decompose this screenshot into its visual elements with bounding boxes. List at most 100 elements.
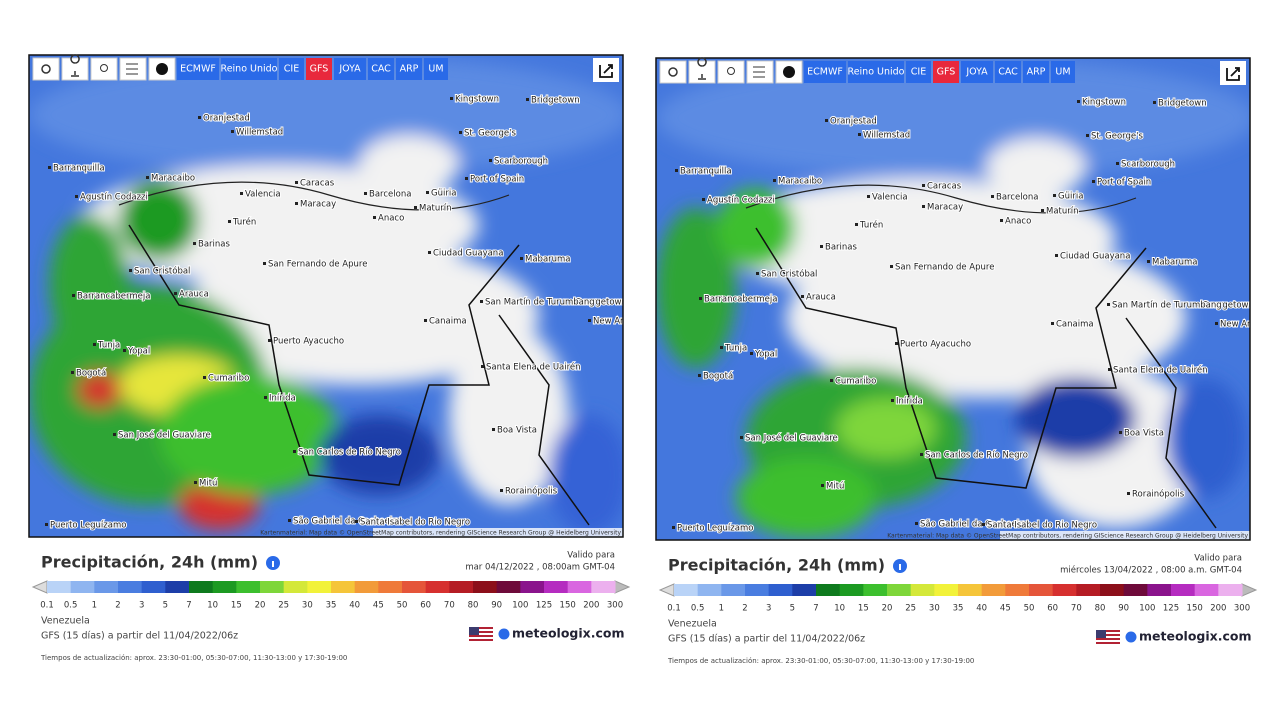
- model-button-label: ECMWF: [180, 64, 216, 75]
- model-button[interactable]: [995, 61, 1021, 83]
- city-dot: [821, 484, 824, 487]
- city-dot: [922, 205, 925, 208]
- model-button[interactable]: [1051, 61, 1075, 83]
- legend-label: 45: [1000, 604, 1011, 614]
- model-button[interactable]: [424, 58, 448, 80]
- tool-icon[interactable]: [659, 60, 687, 84]
- city-label: Turén: [232, 217, 256, 228]
- model-button[interactable]: [368, 58, 394, 80]
- map-frame: [28, 54, 624, 538]
- city-dot: [123, 349, 126, 352]
- city-dot: [146, 176, 149, 179]
- legend-swatch: [1171, 584, 1196, 596]
- legend-swatch: [189, 581, 214, 593]
- tool-icon[interactable]: [61, 57, 89, 81]
- legend-label: 35: [953, 604, 964, 614]
- model-button[interactable]: [961, 61, 993, 83]
- legend-label: 7: [813, 604, 818, 614]
- city-label: Barranquilla: [680, 167, 732, 177]
- precip-blob: [29, 55, 623, 175]
- model-button-label: UM: [1055, 67, 1070, 78]
- city-dot: [293, 450, 296, 453]
- city-dot: [1127, 492, 1130, 495]
- model-button-label: GFS: [937, 67, 956, 78]
- precip-field: [656, 58, 1250, 538]
- city-label: Mitú: [826, 482, 844, 492]
- tool-icon[interactable]: [32, 57, 60, 81]
- model-button[interactable]: [177, 58, 219, 80]
- tool-icon[interactable]: [717, 60, 745, 84]
- city-dot: [1215, 322, 1218, 325]
- legend-label: 70: [444, 601, 455, 611]
- legend-label: 30: [302, 601, 313, 611]
- city-dot: [756, 272, 759, 275]
- city-dot: [750, 352, 753, 355]
- legend-swatch: [591, 581, 616, 593]
- city-label: Cumaribo: [835, 377, 876, 387]
- share-icon: [599, 64, 613, 78]
- attribution-bg: [1000, 531, 1250, 540]
- legend-swatch: [1100, 584, 1125, 596]
- tool-icon[interactable]: [90, 57, 118, 81]
- model-button[interactable]: [334, 58, 366, 80]
- legend-swatch: [331, 581, 356, 593]
- city-label: San Fernando de Apure: [268, 260, 367, 270]
- city-dot: [1107, 303, 1110, 306]
- precip-blob: [549, 415, 623, 535]
- legend-label: 50: [397, 601, 408, 611]
- legend-label: 300: [1234, 604, 1250, 614]
- city-label: Bogotá: [703, 372, 733, 382]
- city-label: Inírida: [896, 397, 923, 407]
- city-label: Maturín: [1046, 207, 1079, 217]
- model-button[interactable]: [933, 61, 959, 83]
- precip-blob: [656, 58, 1250, 178]
- legend-swatch: [1123, 584, 1148, 596]
- legend-arrow-right: [1241, 583, 1258, 597]
- brand-logo: [1125, 631, 1137, 643]
- model-button[interactable]: [396, 58, 422, 80]
- legend-swatch: [697, 584, 722, 596]
- city-dot: [174, 292, 177, 295]
- city-label: Mabaruma: [1152, 258, 1198, 268]
- legend-swatch: [70, 581, 95, 593]
- city-dot: [890, 265, 893, 268]
- map: Oranjestad Willemstad Kingstown Bridgetown S…: [656, 58, 1250, 540]
- city-dot: [1077, 100, 1080, 103]
- legend-label: 10: [834, 604, 845, 614]
- model-button[interactable]: [279, 58, 304, 80]
- legend-label: 80: [468, 601, 479, 611]
- legend-label: 20: [255, 601, 266, 611]
- icon-refresh: [668, 67, 678, 77]
- border: [755, 227, 1147, 489]
- city-label: Agustín Codazzi: [707, 196, 775, 206]
- city-dot: [526, 98, 529, 101]
- model-button[interactable]: [804, 61, 846, 83]
- brand: meteologix.com: [1139, 629, 1251, 644]
- precip-blob: [77, 372, 121, 408]
- legend-label: 1: [719, 604, 724, 614]
- info-glyph: [272, 561, 274, 567]
- icon-dot: [156, 63, 168, 75]
- city-dot: [825, 119, 828, 122]
- legend-swatch: [378, 581, 403, 593]
- city-dot: [858, 133, 861, 136]
- model-button[interactable]: [848, 61, 904, 83]
- city-dot: [428, 251, 431, 254]
- city-dot: [740, 436, 743, 439]
- flag-canton: [1096, 630, 1106, 638]
- precip-blob: [359, 135, 459, 195]
- city-label: Rorainópolis: [1132, 489, 1185, 500]
- model-button[interactable]: [306, 58, 332, 80]
- model-button[interactable]: [1023, 61, 1049, 83]
- model-button-label: UM: [428, 64, 443, 75]
- model-button[interactable]: [221, 58, 277, 80]
- city-dot: [720, 346, 723, 349]
- city-label: São Gabriel da Cachoeira: [920, 520, 1028, 530]
- city-label: Maturín: [419, 204, 452, 214]
- city-dot: [240, 192, 243, 195]
- city-label: Maracaibo: [778, 177, 822, 187]
- city-dot: [263, 262, 266, 265]
- tool-icon[interactable]: [688, 60, 716, 84]
- model-button[interactable]: [906, 61, 931, 83]
